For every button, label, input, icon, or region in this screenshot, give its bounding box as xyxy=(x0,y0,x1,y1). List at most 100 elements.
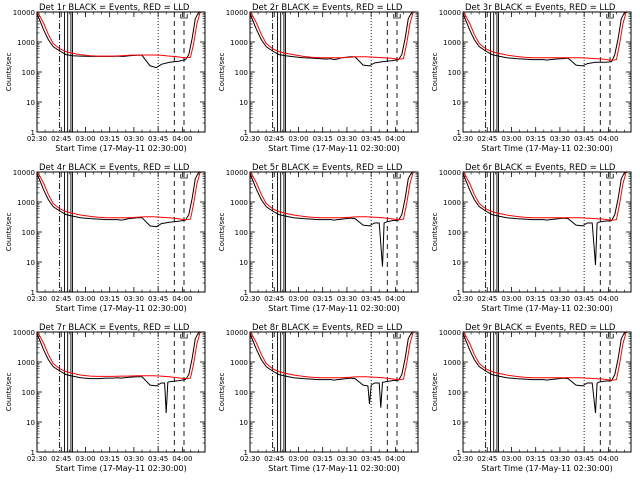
interval-bracket-mark xyxy=(606,14,614,19)
x-axis-label: Start Time (17-May-11 02:30:00) xyxy=(268,144,399,153)
panel-title: Det 7r BLACK = Events, RED = LLD xyxy=(39,323,190,333)
x-tick-label: 03:15 xyxy=(100,455,120,463)
y-tick-label: 1 xyxy=(244,289,248,297)
interval-bracket-mark xyxy=(606,334,614,339)
y-axis-label: Counts/sec xyxy=(218,53,226,92)
interval-bracket-mark xyxy=(606,174,614,179)
x-tick-label: 03:00 xyxy=(501,295,521,303)
series-line-lld xyxy=(463,172,628,221)
panel-7: Det 7r BLACK = Events, RED = LLD Counts/s… xyxy=(5,323,206,473)
x-tick-label: 02:30 xyxy=(240,295,260,303)
x-tick-label: 03:30 xyxy=(337,455,357,463)
y-axis-label: Counts/sec xyxy=(431,53,439,92)
series-line-lld xyxy=(37,332,202,380)
y-tick-label: 1 xyxy=(244,449,248,457)
plot-area xyxy=(37,12,205,132)
panel-1: Det 1r BLACK = Events, RED = LLD Counts/s… xyxy=(5,3,206,153)
y-tick-label: 1000 xyxy=(443,199,461,207)
x-tick-label: 03:30 xyxy=(124,455,144,463)
x-tick-label: 03:30 xyxy=(337,295,357,303)
x-tick-label: 02:30 xyxy=(453,295,473,303)
panel-5: Det 5r BLACK = Events, RED = LLD Counts/s… xyxy=(218,163,419,313)
x-tick-label: 03:00 xyxy=(75,295,95,303)
x-tick-label: 02:30 xyxy=(453,135,473,143)
panel-4: Det 4r BLACK = Events, RED = LLD Counts/s… xyxy=(5,163,206,313)
y-tick-label: 10000 xyxy=(13,169,35,177)
x-tick-label: 03:00 xyxy=(288,135,308,143)
panel-title: Det 2r BLACK = Events, RED = LLD xyxy=(252,3,403,13)
x-tick-label: 03:00 xyxy=(501,135,521,143)
plot-frame xyxy=(249,171,419,293)
y-tick-label: 100 xyxy=(235,229,248,237)
x-tick-label: 03:30 xyxy=(550,455,570,463)
y-axis-label: Counts/sec xyxy=(218,373,226,412)
panel-2: Det 2r BLACK = Events, RED = LLD Counts/s… xyxy=(218,3,419,153)
x-tick-label: 04:00 xyxy=(385,135,405,143)
plot-area xyxy=(250,332,418,452)
series-line-lld xyxy=(463,12,628,61)
y-tick-label: 10000 xyxy=(226,9,248,17)
y-tick-label: 1000 xyxy=(17,199,35,207)
x-tick-label: 03:45 xyxy=(361,455,381,463)
x-axis-label: Start Time (17-May-11 02:30:00) xyxy=(481,304,612,313)
x-axis-label: Start Time (17-May-11 02:30:00) xyxy=(55,464,186,473)
y-tick-label: 100 xyxy=(448,389,461,397)
x-tick-label: 02:30 xyxy=(240,135,260,143)
x-tick-label: 03:15 xyxy=(526,295,546,303)
interval-bracket-mark xyxy=(393,174,401,179)
plot-frame xyxy=(462,11,632,133)
x-tick-label: 04:00 xyxy=(598,455,618,463)
x-tick-label: 03:15 xyxy=(100,295,120,303)
x-tick-label: 02:45 xyxy=(51,295,71,303)
y-tick-label: 100 xyxy=(22,69,35,77)
x-tick-label: 02:45 xyxy=(51,455,71,463)
series-line-events xyxy=(37,12,205,69)
panel-title: Det 4r BLACK = Events, RED = LLD xyxy=(39,163,190,173)
y-tick-label: 10 xyxy=(26,259,35,267)
y-tick-label: 1 xyxy=(457,129,461,137)
x-tick-label: 03:15 xyxy=(100,135,120,143)
x-tick-label: 02:45 xyxy=(477,135,497,143)
panel-6: Det 6r BLACK = Events, RED = LLD Counts/s… xyxy=(431,163,632,313)
y-tick-label: 10000 xyxy=(439,9,461,17)
x-tick-label: 04:00 xyxy=(385,455,405,463)
y-tick-label: 10 xyxy=(239,99,248,107)
y-axis-label: Counts/sec xyxy=(218,213,226,252)
interval-bracket-mark xyxy=(180,14,188,19)
y-axis-label: Counts/sec xyxy=(431,213,439,252)
y-tick-label: 100 xyxy=(448,229,461,237)
x-tick-label: 02:45 xyxy=(477,455,497,463)
y-tick-label: 100 xyxy=(235,69,248,77)
plot-area xyxy=(37,332,205,452)
panel-3: Det 3r BLACK = Events, RED = LLD Counts/s… xyxy=(431,3,632,153)
x-tick-label: 02:45 xyxy=(477,295,497,303)
x-axis-label: Start Time (17-May-11 02:30:00) xyxy=(268,464,399,473)
x-tick-label: 02:30 xyxy=(453,455,473,463)
y-tick-label: 1 xyxy=(457,449,461,457)
plot-area xyxy=(463,332,631,452)
y-tick-label: 100 xyxy=(22,229,35,237)
x-axis-label: Start Time (17-May-11 02:30:00) xyxy=(268,304,399,313)
y-tick-label: 1000 xyxy=(443,39,461,47)
series-line-events xyxy=(463,12,631,67)
x-tick-label: 03:45 xyxy=(361,295,381,303)
panel-8: Det 8r BLACK = Events, RED = LLD Counts/s… xyxy=(218,323,419,473)
x-tick-label: 03:45 xyxy=(148,455,168,463)
y-tick-label: 10000 xyxy=(13,9,35,17)
x-tick-label: 03:30 xyxy=(550,135,570,143)
x-tick-label: 04:00 xyxy=(385,295,405,303)
x-tick-label: 03:45 xyxy=(148,135,168,143)
y-tick-label: 10 xyxy=(452,99,461,107)
x-tick-label: 03:45 xyxy=(148,295,168,303)
y-tick-label: 10 xyxy=(239,419,248,427)
x-tick-label: 02:30 xyxy=(27,135,47,143)
plot-frame xyxy=(462,331,632,453)
x-tick-label: 03:30 xyxy=(550,295,570,303)
x-axis-label: Start Time (17-May-11 02:30:00) xyxy=(481,144,612,153)
x-tick-label: 02:45 xyxy=(51,135,71,143)
y-tick-label: 100 xyxy=(448,69,461,77)
plot-area xyxy=(37,172,205,292)
series-line-events xyxy=(37,172,205,228)
y-tick-label: 10 xyxy=(452,259,461,267)
